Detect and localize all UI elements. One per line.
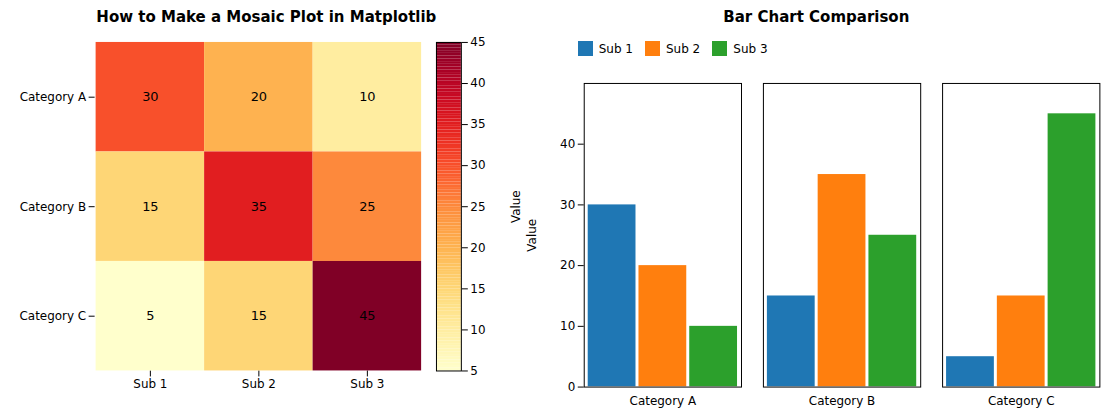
svg-text:30: 30: [470, 158, 485, 172]
svg-text:15: 15: [251, 308, 267, 323]
html-text:Bar Chart Comparison: Bar Chart Comparison: [723, 8, 910, 26]
svg-text:0: 0: [567, 380, 575, 394]
svg-text:35: 35: [470, 117, 485, 131]
svg-text:Sub 1: Sub 1: [133, 377, 167, 391]
svg-text:Value: Value: [525, 219, 539, 252]
svg-text:20: 20: [251, 89, 267, 104]
svg-text:30: 30: [560, 198, 575, 212]
svg-text:Category C: Category C: [988, 394, 1055, 408]
svg-text:20: 20: [560, 258, 575, 272]
svg-text:25: 25: [359, 199, 375, 214]
svg-text:Sub 3: Sub 3: [350, 377, 384, 391]
svg-text:25: 25: [470, 200, 485, 214]
svg-text:10: 10: [560, 319, 575, 333]
svg-text:Category B: Category B: [20, 200, 87, 214]
svg-text:5: 5: [470, 364, 478, 378]
svg-text:Sub 2: Sub 2: [242, 377, 276, 391]
html-text:Sub 2: Sub 2: [666, 41, 701, 56]
svg-text:5: 5: [146, 308, 154, 323]
svg-text:Category A: Category A: [629, 394, 696, 408]
svg-text:Category B: Category B: [808, 394, 875, 408]
svg-text:35: 35: [251, 199, 267, 214]
svg-text:Category A: Category A: [20, 90, 87, 104]
svg-text:Value: Value: [509, 190, 522, 223]
svg-text:40: 40: [560, 137, 575, 151]
svg-text:10: 10: [359, 89, 375, 104]
svg-text:15: 15: [470, 282, 485, 296]
svg-text:40: 40: [470, 76, 485, 90]
svg-text:15: 15: [142, 199, 158, 214]
svg-text:Category C: Category C: [19, 309, 86, 323]
html-text:Sub 1: Sub 1: [598, 41, 633, 56]
svg-text:45: 45: [359, 308, 375, 323]
html-text:How to Make a Mosaic Plot in M: How to Make a Mosaic Plot in Matplotlib: [96, 8, 437, 26]
svg-text:10: 10: [470, 323, 485, 337]
svg-text:45: 45: [470, 35, 485, 49]
svg-text:20: 20: [470, 241, 485, 255]
svg-text:30: 30: [142, 89, 158, 104]
html-text:Sub 3: Sub 3: [733, 41, 768, 56]
